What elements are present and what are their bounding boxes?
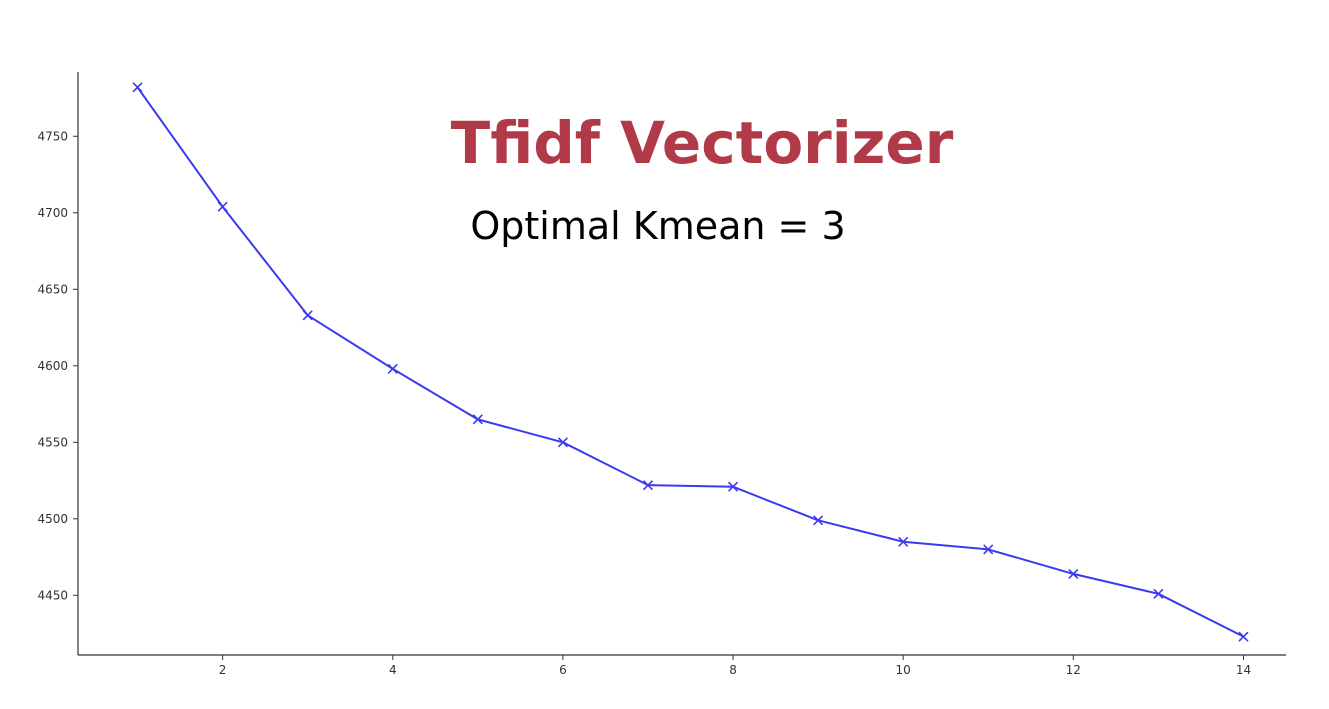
x-ticks: 2 4 6 8 10 12 14 — [219, 655, 1251, 677]
data-point-marker — [387, 363, 398, 374]
y-ticks: 4450 4500 4550 4600 4650 4700 4750 — [37, 129, 78, 602]
x-tick-label: 4 — [389, 663, 397, 677]
x-tick-label: 14 — [1236, 663, 1251, 677]
chart-title: Tfidf Vectorizer — [451, 109, 954, 177]
data-point-marker — [132, 82, 143, 93]
data-point-marker — [1238, 631, 1249, 642]
x-tick-label: 12 — [1066, 663, 1081, 677]
data-point-marker — [557, 437, 568, 448]
data-point-marker — [813, 515, 824, 526]
x-tick-label: 10 — [896, 663, 911, 677]
data-point-marker — [302, 310, 313, 321]
data-point-marker — [217, 201, 228, 212]
data-point-marker — [642, 480, 654, 491]
y-tick-label: 4600 — [37, 359, 68, 373]
data-point-marker — [898, 536, 909, 547]
data-point-marker — [727, 481, 739, 492]
x-tick-label: 6 — [559, 663, 567, 677]
y-tick-label: 4650 — [37, 282, 68, 296]
series-line — [136, 86, 1244, 638]
x-tick-label: 8 — [729, 663, 737, 677]
y-tick-label: 4550 — [37, 435, 68, 449]
axes — [77, 72, 1286, 656]
y-tick-label: 4500 — [37, 512, 68, 526]
chart-subtitle: Optimal Kmean = 3 — [470, 204, 845, 248]
series-group — [132, 82, 1249, 642]
data-point-marker — [472, 414, 483, 425]
data-point-marker — [1068, 568, 1079, 579]
y-tick-label: 4450 — [37, 588, 68, 602]
data-point-marker — [1153, 588, 1164, 599]
y-tick-label: 4700 — [37, 206, 68, 220]
y-tick-label: 4750 — [37, 129, 68, 143]
x-tick-label: 2 — [219, 663, 227, 677]
data-point-marker — [983, 544, 994, 555]
